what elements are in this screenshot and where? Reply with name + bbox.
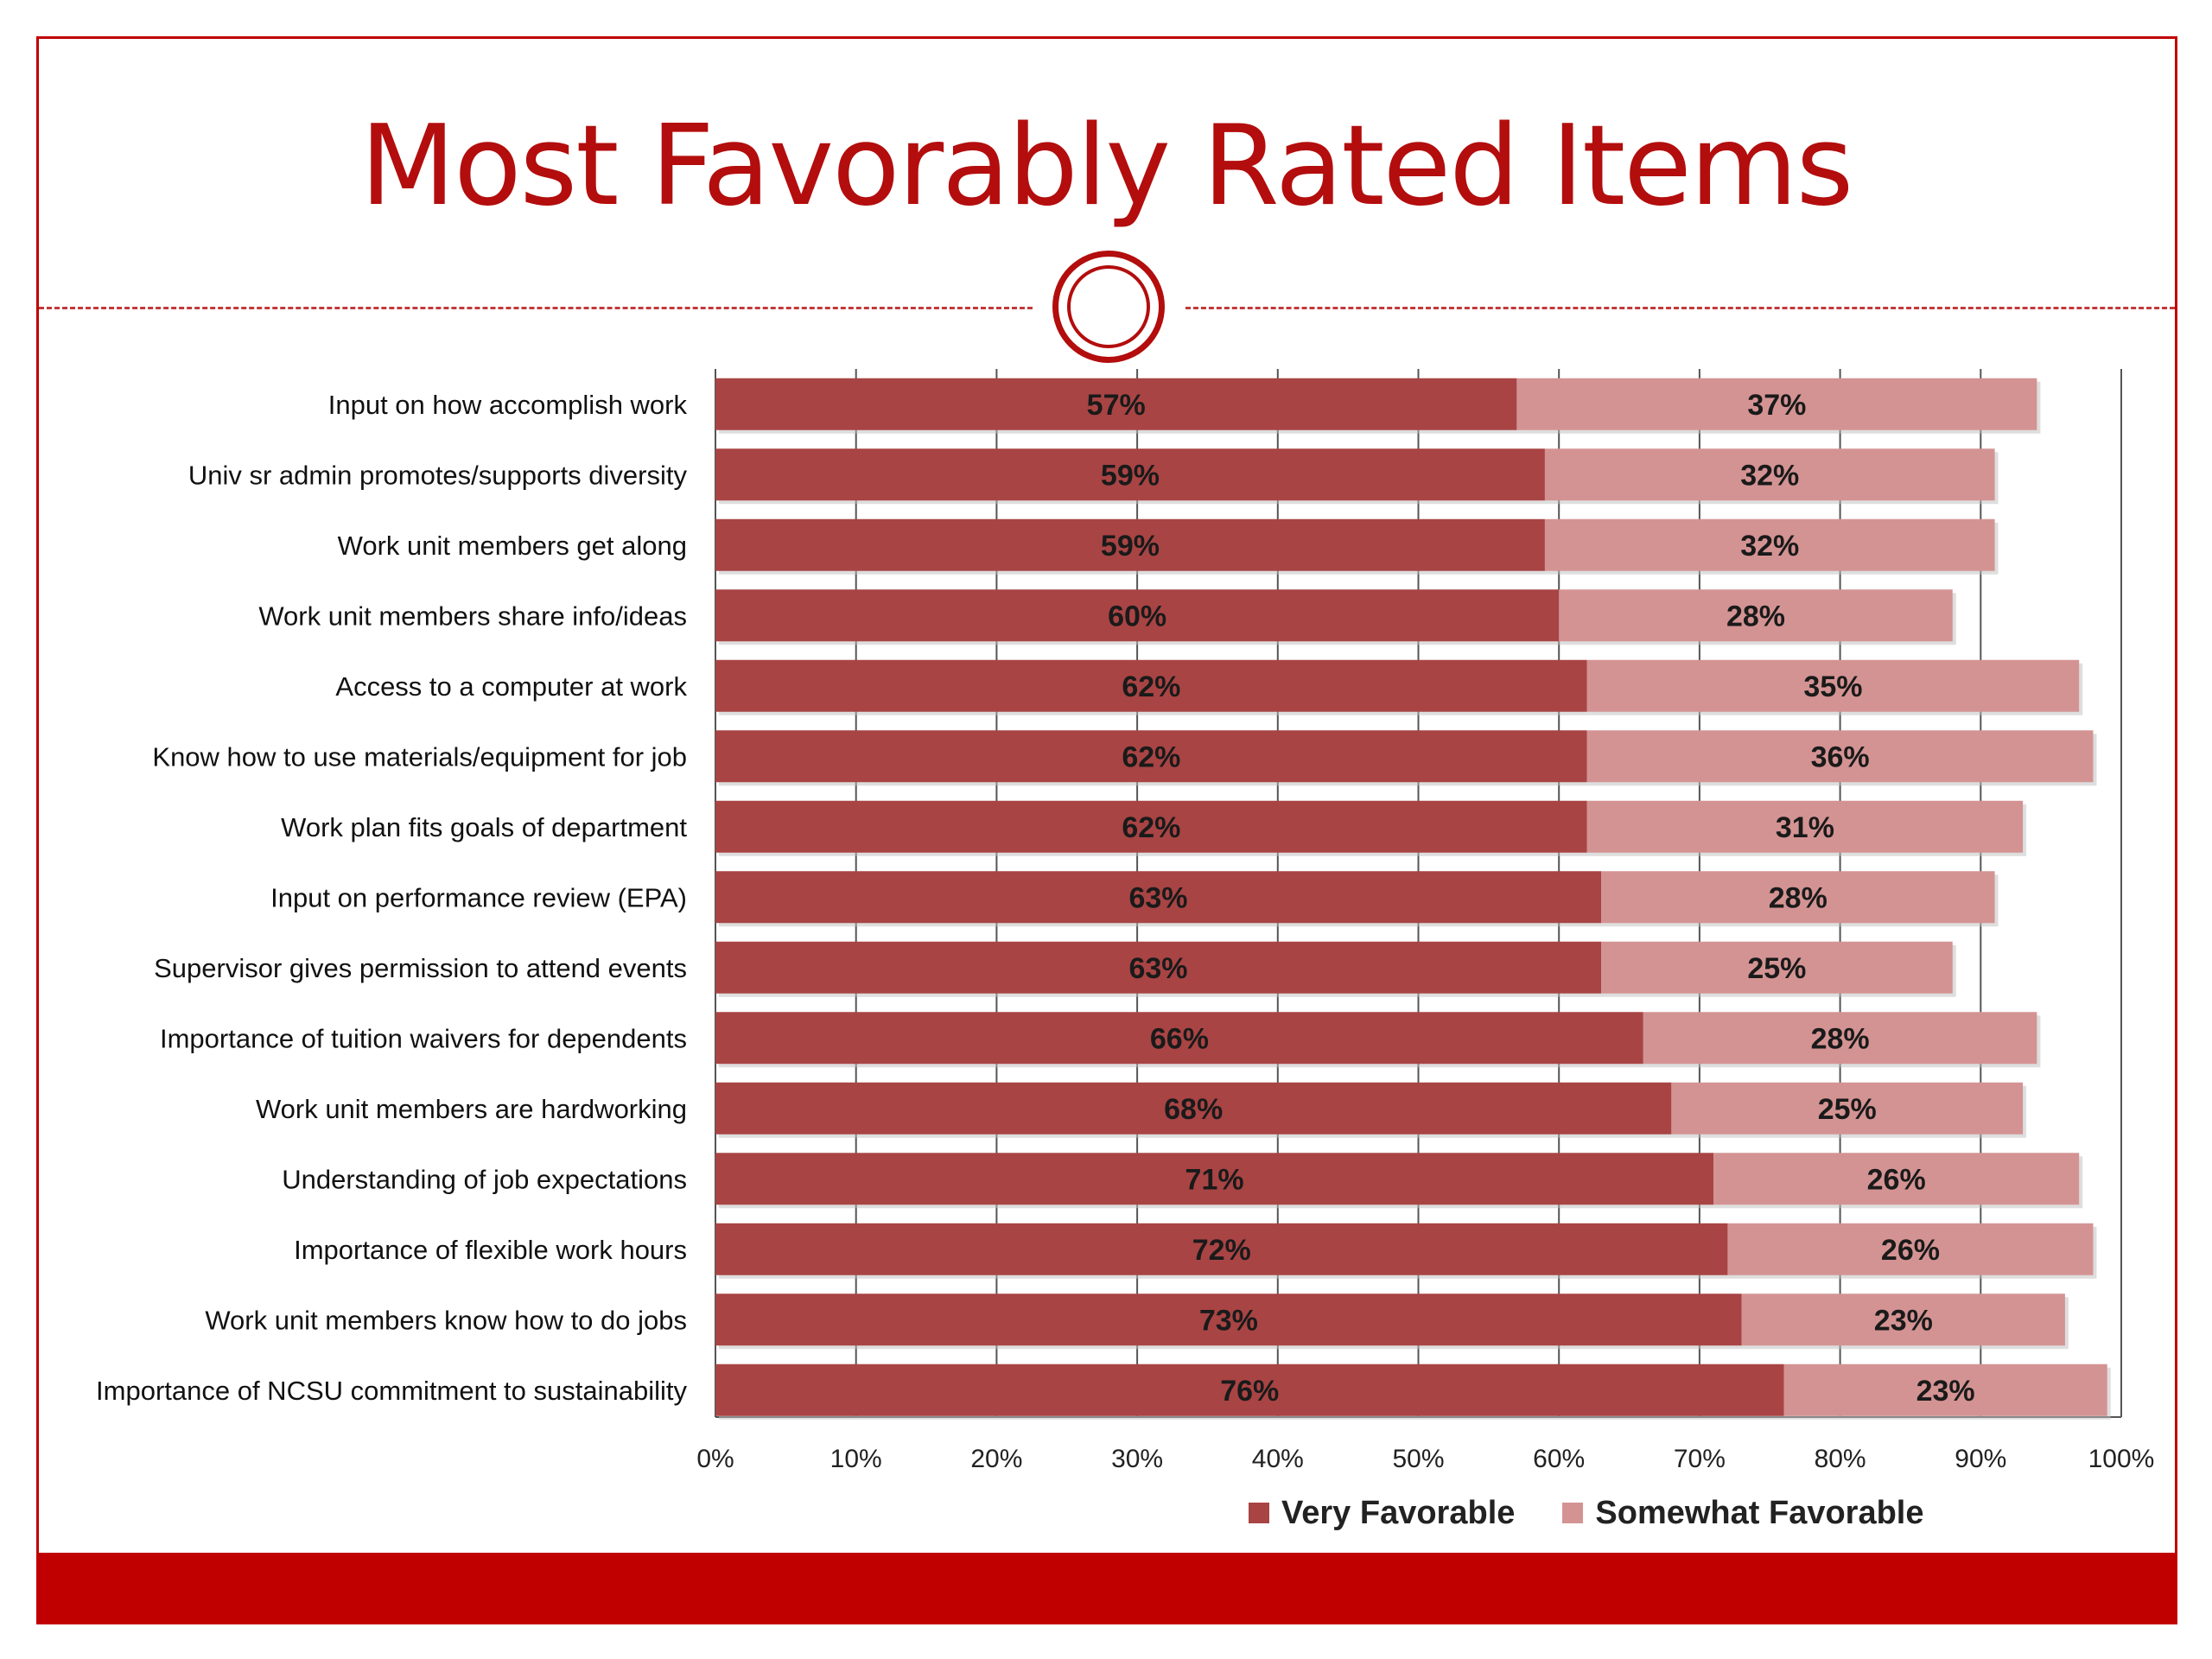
data-label: 71% [1185,1163,1244,1196]
data-label: 66% [1150,1022,1209,1055]
data-label: 72% [1192,1234,1251,1267]
x-tick-label: 60% [1533,1445,1585,1473]
x-tick-label: 40% [1252,1445,1304,1473]
data-label: 76% [1220,1375,1279,1408]
data-label: 23% [1916,1375,1975,1408]
bar-segment [715,1223,1728,1275]
bar-segment [715,378,1517,430]
data-label: 63% [1128,881,1187,914]
category-label: Work unit members know how to do jobs [205,1305,687,1335]
data-label: 63% [1128,952,1187,985]
category-label: Work unit members are hardworking [256,1094,687,1124]
legend-item-somewhat-favorable: Somewhat Favorable [1562,1494,1924,1532]
data-label: 26% [1867,1163,1926,1196]
data-label: 23% [1874,1304,1933,1337]
data-label: 68% [1164,1093,1223,1126]
category-label: Work plan fits goals of department [281,812,687,842]
bar-segment [715,518,1545,571]
bar-segment [1586,730,2094,783]
category-label: Supervisor gives permission to attend ev… [154,953,687,983]
bar-segment [715,1294,1742,1346]
data-label: 57% [1087,389,1146,422]
x-tick-label: 70% [1674,1445,1726,1473]
page-title: Most Favorably Rated Items [359,102,1854,231]
x-tick-label: 80% [1815,1445,1866,1473]
bar-segment [715,1082,1672,1135]
data-label: 62% [1122,741,1180,773]
bar-segment [1544,518,1995,571]
x-tick-label: 10% [830,1445,882,1473]
bar-segment [715,871,1602,924]
title-divider-right [1185,307,2175,309]
category-label: Know how to use materials/equipment for … [152,741,687,772]
legend-item-very-favorable: Very Favorable [1249,1495,1515,1532]
data-label: 26% [1881,1234,1940,1267]
bar-segment [1727,1223,2094,1275]
data-label: 59% [1101,530,1160,563]
bottom-band [36,1553,2177,1624]
x-tick-label: 30% [1111,1445,1163,1473]
category-label: Work unit members share info/ideas [258,601,687,631]
data-label: 25% [1818,1093,1877,1126]
circle-ornament-icon [1052,251,1165,363]
x-tick-label: 50% [1392,1445,1444,1473]
category-label: Univ sr admin promotes/supports diversit… [188,460,688,490]
x-tick-label: 20% [970,1445,1022,1473]
bar-segment [1741,1294,2065,1346]
bar-segment [1586,800,2024,853]
chart-legend: Very Favorable Somewhat Favorable [1249,1491,1972,1535]
x-tick-label: 100% [2088,1445,2155,1473]
category-label: Importance of flexible work hours [294,1235,687,1265]
bar-segment [715,589,1560,642]
data-label: 31% [1776,811,1834,844]
bar-segment [1601,871,1995,924]
category-label: Input on how accomplish work [328,390,688,420]
bar-segment [1783,1363,2107,1416]
x-tick-label: 90% [1955,1445,2006,1473]
data-label: 28% [1811,1022,1870,1055]
bar-segment [1544,448,1995,501]
bar-segment [715,1153,1714,1205]
bar-segment [715,730,1587,783]
bar-segment [1643,1012,2037,1065]
data-label: 36% [1811,741,1870,773]
bar-segment [1516,378,2037,430]
bar-segment [715,448,1545,501]
data-label: 62% [1122,671,1180,703]
legend-swatch-somewhat-favorable [1562,1503,1584,1523]
bar-segment [715,1012,1643,1065]
category-label: Importance of NCSU commitment to sustain… [96,1376,687,1406]
bar-segment [715,659,1587,712]
legend-label-very-favorable: Very Favorable [1281,1494,1516,1531]
data-label: 62% [1122,811,1180,844]
bar-segment [715,1363,1784,1416]
legend-swatch-very-favorable [1249,1503,1269,1523]
category-label: Work unit members get along [338,531,687,561]
data-label: 28% [1769,881,1827,914]
bar-segment [1601,941,1953,994]
bar-segment [1713,1153,2080,1205]
data-label: 37% [1747,389,1806,422]
legend-label-somewhat-favorable: Somewhat Favorable [1595,1494,1924,1531]
bar-segment [715,800,1587,853]
data-label: 32% [1740,530,1799,563]
bar-segment [1559,589,1953,642]
data-label: 28% [1726,600,1785,632]
title-divider-left [39,307,1033,309]
data-label: 60% [1108,600,1166,632]
category-label: Access to a computer at work [335,671,687,702]
data-label: 73% [1199,1304,1258,1337]
bar-segment [1586,659,2080,712]
category-label: Understanding of job expectations [282,1164,687,1194]
data-label: 32% [1740,459,1799,492]
data-label: 35% [1803,671,1862,703]
data-label: 25% [1747,952,1806,985]
category-label: Input on performance review (EPA) [270,882,687,912]
bar-segment [1671,1082,2024,1135]
category-label: Importance of tuition waivers for depend… [160,1023,687,1053]
data-label: 59% [1101,459,1160,492]
bar-segment [715,941,1602,994]
x-tick-label: 0% [696,1445,734,1473]
